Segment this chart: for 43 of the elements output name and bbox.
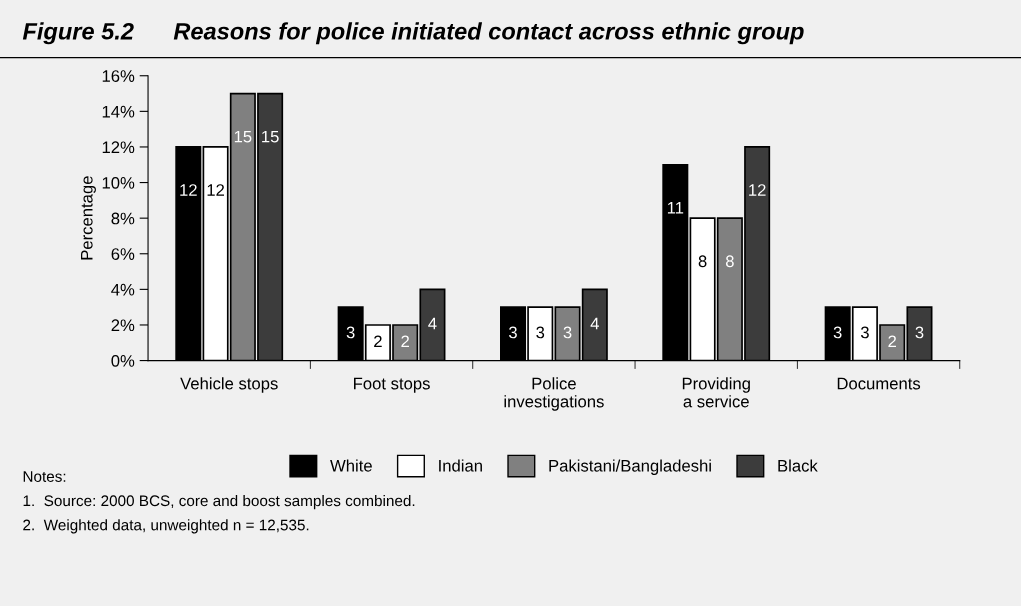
x-tick-label: Police investigations — [504, 377, 604, 411]
text: 1. Source: 2000 BCS, core and boost samples combined. — [23, 494, 415, 510]
data-label: 15 — [262, 130, 279, 143]
y-tick-label: 16% — [102, 70, 135, 82]
y-tick-label: 14% — [102, 105, 135, 118]
data-label: 12 — [180, 184, 197, 196]
legend-label: Indian — [439, 459, 482, 472]
data-label: 12 — [207, 184, 225, 196]
x-tick-label: Foot stops — [354, 377, 430, 393]
y-tick-label: 0% — [111, 354, 135, 367]
y-tick-label: 2% — [111, 319, 135, 332]
legend-label: Black — [778, 459, 818, 472]
data-label: 15 — [234, 130, 252, 143]
data-label: 2 — [374, 335, 382, 348]
y-tick-label: 4% — [111, 283, 135, 296]
data-label: 3 — [346, 326, 355, 339]
text: Notes: — [23, 471, 66, 482]
x-tick-label: Providing a service — [682, 377, 750, 408]
data-label: 2 — [401, 335, 409, 348]
y-tick-label: 8% — [111, 212, 135, 225]
legend-label: Pakistani/Bangladeshi — [549, 459, 711, 475]
data-label: 4 — [428, 317, 437, 330]
y-tick-label: 12% — [102, 141, 135, 154]
legend-label: White — [330, 459, 372, 472]
data-label: 3 — [536, 326, 545, 339]
data-label: 3 — [915, 326, 924, 339]
data-label: 12 — [749, 184, 766, 196]
y-tick-label: 10% — [102, 176, 135, 189]
data-label: 2 — [888, 335, 897, 348]
x-tick-label: Documents — [837, 377, 921, 390]
data-label: 8 — [698, 255, 707, 268]
data-label: 3 — [563, 326, 572, 339]
text: 2. Weighted data, unweighted n = 12,535. — [23, 519, 309, 534]
data-label: 11 — [667, 202, 684, 214]
chart-title: Figure 5.2 Reasons for police initiated contact across ethnic group — [22, 22, 804, 45]
y-tick-label: 6% — [111, 248, 135, 260]
data-label: 4 — [590, 317, 599, 330]
data-label: 8 — [725, 255, 734, 268]
x-tick-label: Vehicle stops — [180, 377, 278, 393]
data-label: 3 — [508, 326, 517, 339]
data-label: 3 — [833, 326, 842, 339]
data-label: 3 — [860, 326, 869, 339]
y-axis-title: Percentage — [81, 176, 96, 260]
